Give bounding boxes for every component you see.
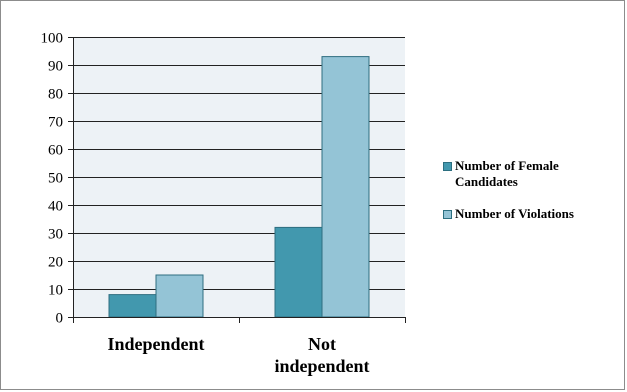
- y-tick-label: 20: [48, 255, 63, 271]
- y-tick-label: 0: [56, 311, 64, 327]
- x-category-label: Not independent: [274, 334, 369, 376]
- bar-violations-independent: [155, 274, 204, 318]
- bar-female-candidates-independent: [108, 294, 157, 318]
- bars: [108, 56, 370, 318]
- y-tick-label: 50: [48, 171, 63, 187]
- bar-violations-not-independent: [321, 56, 370, 318]
- legend-item-female-candidates: Number of Female Candidates: [443, 158, 623, 190]
- legend-item-violations: Number of Violations: [443, 206, 623, 222]
- x-category-label: Independent: [107, 334, 204, 354]
- y-tick-label: 70: [48, 115, 63, 131]
- bar-female-candidates-not-independent: [274, 226, 323, 318]
- axes: [68, 37, 406, 323]
- y-tick-label: 90: [48, 59, 63, 75]
- y-tick-label: 80: [48, 87, 63, 103]
- y-tick-label: 30: [48, 227, 63, 243]
- legend: Number of Female Candidates Number of Vi…: [443, 158, 623, 238]
- legend-swatch-violations: [443, 210, 452, 219]
- y-tick-label: 100: [41, 31, 64, 47]
- legend-swatch-female-candidates: [443, 162, 452, 171]
- y-tick-label: 10: [48, 283, 63, 299]
- legend-label-violations: Number of Violations: [455, 206, 574, 221]
- y-tick-label: 60: [48, 143, 63, 159]
- y-tick-label: 40: [48, 199, 63, 215]
- x-category-labels: Independent Not independent: [107, 334, 369, 376]
- y-tick-labels: 0 10 20 30 40 50 60 70 80 90 100: [41, 31, 64, 327]
- legend-label-female-candidates: Number of Female Candidates: [455, 158, 559, 189]
